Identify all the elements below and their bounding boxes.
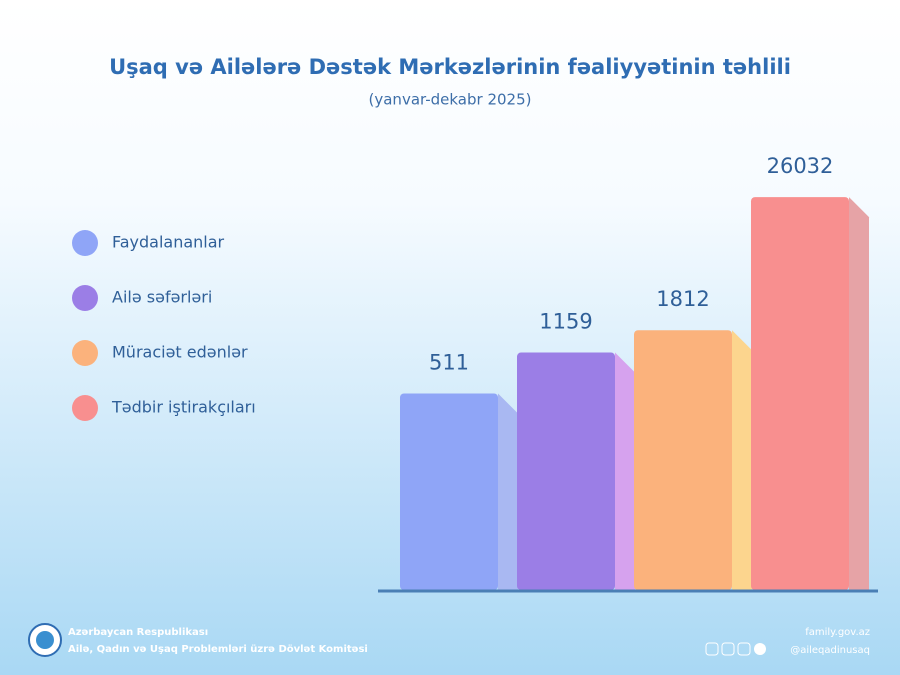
- bars: [400, 197, 869, 591]
- org-name: Ailə, Qadın və Uşaq Problemləri üzrə Döv…: [68, 644, 368, 655]
- legend-marker: [72, 395, 98, 421]
- social-icon[interactable]: [737, 642, 751, 656]
- chart-title: Uşaq və Ailələrə Dəstək Mərkəzlərinin fə…: [109, 55, 791, 79]
- chart-subtitle: (yanvar-dekabr 2025): [369, 91, 532, 109]
- bar: [400, 393, 498, 590]
- bar: [751, 197, 849, 591]
- legend-marker: [72, 340, 98, 366]
- legend-label: Ailə səfərləri: [112, 288, 212, 307]
- value-label: 26032: [767, 154, 834, 178]
- org-name: Azərbaycan Respublikası: [68, 627, 208, 638]
- footer: Azərbaycan Respublikası Ailə, Qadın və U…: [28, 623, 870, 657]
- legend-marker: [72, 285, 98, 311]
- bar: [517, 352, 615, 590]
- legend-label: Faydalananlar: [112, 233, 225, 252]
- website: family.gov.az: [805, 627, 870, 638]
- bar-side: [498, 393, 518, 590]
- bar: [634, 330, 732, 590]
- value-label: 1159: [539, 310, 592, 334]
- logo-inner: [36, 631, 54, 649]
- social-icon[interactable]: [721, 642, 735, 656]
- legend-label: Tədbir iştirakçıları: [111, 398, 256, 417]
- bar-side: [615, 352, 635, 590]
- legend-marker: [72, 230, 98, 256]
- legend-label: Müraciət edənlər: [112, 343, 248, 362]
- bar-side: [732, 330, 752, 590]
- bar-side: [849, 197, 869, 591]
- value-label: 1812: [656, 287, 709, 311]
- social-handle: @aileqadinusaq: [790, 645, 870, 656]
- value-label: 511: [429, 350, 469, 374]
- social-icon[interactable]: [705, 642, 719, 656]
- social-icon[interactable]: [754, 643, 766, 655]
